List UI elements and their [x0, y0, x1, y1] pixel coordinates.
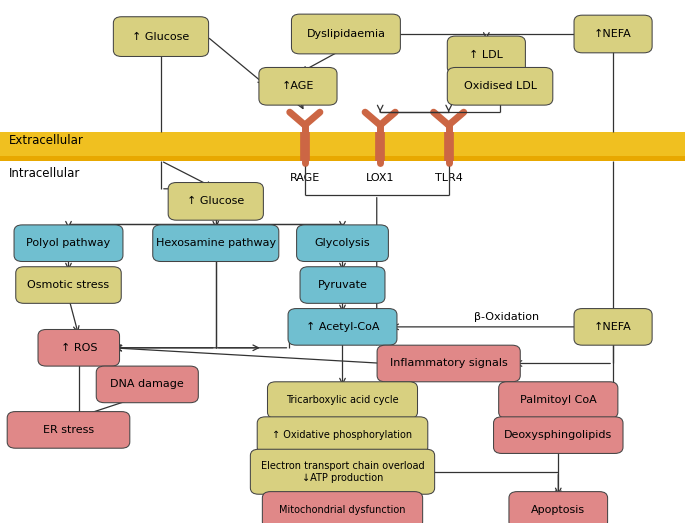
Bar: [0, 132, 685, 161]
FancyBboxPatch shape: [259, 67, 337, 105]
FancyBboxPatch shape: [251, 449, 435, 494]
FancyBboxPatch shape: [38, 329, 119, 366]
Text: ↑AGE: ↑AGE: [282, 81, 314, 92]
FancyBboxPatch shape: [96, 366, 198, 403]
Text: TLR4: TLR4: [435, 173, 462, 183]
FancyBboxPatch shape: [267, 382, 417, 418]
Text: ↑ Glucose: ↑ Glucose: [187, 196, 245, 207]
Text: ↑ Glucose: ↑ Glucose: [132, 31, 190, 42]
Text: ↑ Acetyl-CoA: ↑ Acetyl-CoA: [306, 322, 379, 332]
FancyBboxPatch shape: [447, 36, 525, 74]
FancyBboxPatch shape: [509, 492, 608, 523]
FancyBboxPatch shape: [257, 417, 427, 453]
Text: Dyslipidaemia: Dyslipidaemia: [306, 29, 386, 39]
Text: ER stress: ER stress: [43, 425, 94, 435]
Text: ↑ ROS: ↑ ROS: [60, 343, 97, 353]
Text: Apoptosis: Apoptosis: [531, 505, 586, 515]
Text: Electron transport chain overload
↓ATP production: Electron transport chain overload ↓ATP p…: [261, 461, 424, 483]
FancyBboxPatch shape: [262, 492, 423, 523]
Text: DNA damage: DNA damage: [110, 379, 184, 390]
FancyBboxPatch shape: [113, 17, 208, 56]
Bar: [0, 156, 685, 161]
Text: LOX1: LOX1: [366, 173, 395, 183]
Text: Glycolysis: Glycolysis: [314, 238, 371, 248]
Text: Mitochondrial dysfunction: Mitochondrial dysfunction: [279, 505, 406, 515]
FancyBboxPatch shape: [447, 67, 553, 105]
Text: ↑ Oxidative phosphorylation: ↑ Oxidative phosphorylation: [273, 430, 412, 440]
Text: Osmotic stress: Osmotic stress: [27, 280, 110, 290]
Text: Hexosamine pathway: Hexosamine pathway: [155, 238, 276, 248]
Text: Polyol pathway: Polyol pathway: [27, 238, 110, 248]
Text: Oxidised LDL: Oxidised LDL: [464, 81, 536, 92]
Text: ↑NEFA: ↑NEFA: [594, 322, 632, 332]
FancyBboxPatch shape: [153, 225, 279, 262]
Text: ↑NEFA: ↑NEFA: [594, 29, 632, 39]
Text: β-Oxidation: β-Oxidation: [474, 312, 540, 323]
FancyBboxPatch shape: [574, 15, 652, 53]
Text: Deoxysphingolipids: Deoxysphingolipids: [504, 430, 612, 440]
FancyBboxPatch shape: [8, 412, 130, 448]
Text: Palmitoyl CoA: Palmitoyl CoA: [520, 395, 597, 405]
FancyBboxPatch shape: [288, 309, 397, 345]
FancyBboxPatch shape: [300, 267, 385, 303]
Text: Extracellular: Extracellular: [9, 134, 84, 146]
Text: Intracellular: Intracellular: [9, 167, 80, 180]
Text: Tricarboxylic acid cycle: Tricarboxylic acid cycle: [286, 395, 399, 405]
FancyBboxPatch shape: [297, 225, 388, 262]
FancyBboxPatch shape: [16, 267, 121, 303]
FancyBboxPatch shape: [499, 382, 618, 418]
Text: Pyruvate: Pyruvate: [318, 280, 367, 290]
FancyBboxPatch shape: [574, 309, 652, 345]
FancyBboxPatch shape: [377, 345, 520, 382]
FancyBboxPatch shape: [168, 183, 263, 220]
Text: RAGE: RAGE: [290, 173, 320, 183]
Text: ↑ LDL: ↑ LDL: [469, 50, 503, 60]
FancyBboxPatch shape: [291, 14, 400, 54]
Text: Inflammatory signals: Inflammatory signals: [390, 358, 508, 369]
FancyBboxPatch shape: [493, 417, 623, 453]
FancyBboxPatch shape: [14, 225, 123, 262]
